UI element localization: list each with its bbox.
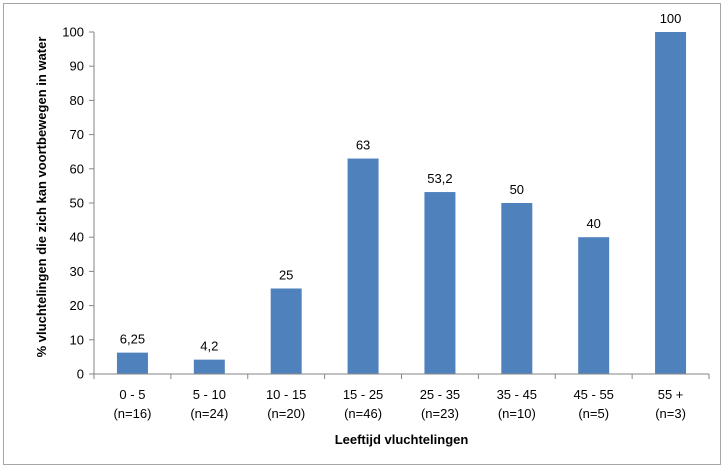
bar (501, 203, 533, 374)
x-tick-sublabel: (n=16) (113, 406, 151, 421)
x-tick-label: 25 - 35 (420, 387, 460, 402)
bar (116, 352, 148, 374)
x-tick-label: 55 + (658, 387, 684, 402)
x-tick-label: 35 - 45 (497, 387, 537, 402)
axes (89, 31, 710, 379)
y-tick-label: 0 (77, 367, 84, 382)
data-label: 40 (586, 216, 600, 231)
x-tick-label: 15 - 25 (343, 387, 383, 402)
y-tick-label: 100 (62, 25, 84, 40)
bar (424, 192, 456, 374)
bar (347, 158, 379, 374)
x-axis-ticks: 0 - 5 (n=16) 5 - 10 (n=24) 10 - 15 (n=20) 15 -… (113, 387, 685, 421)
y-tick-label: 50 (70, 196, 84, 211)
y-tick-label: 90 (70, 59, 84, 74)
y-tick-label: 20 (70, 298, 84, 313)
y-tick-label: 30 (70, 264, 84, 279)
x-tick-sublabel: (n=24) (190, 406, 228, 421)
data-label: 63 (356, 138, 370, 153)
x-tick-label: 10 - 15 (266, 387, 306, 402)
bars (116, 32, 687, 374)
data-label: 100 (660, 11, 682, 26)
y-tick-label: 60 (70, 161, 84, 176)
x-tick-sublabel: (n=46) (344, 406, 382, 421)
bar (655, 32, 687, 374)
x-tick-label: 45 - 55 (573, 387, 613, 402)
data-label: 50 (510, 182, 524, 197)
y-axis-title: % vluchtelingen die zich kan voortbewege… (34, 37, 49, 358)
y-tick-label: 70 (70, 127, 84, 142)
data-label: 25 (279, 268, 293, 283)
y-tick-label: 40 (70, 230, 84, 245)
bar (578, 237, 610, 374)
y-tick-label: 80 (70, 93, 84, 108)
bar (270, 288, 302, 374)
y-tick-label: 10 (70, 332, 84, 347)
bar (193, 359, 225, 374)
data-label: 53,2 (427, 171, 452, 186)
x-tick-sublabel: (n=5) (578, 406, 609, 421)
x-tick-sublabel: (n=10) (498, 406, 536, 421)
data-labels: 6,25 4,2 25 63 53,2 50 40 100 (120, 11, 682, 354)
data-label: 6,25 (120, 332, 145, 347)
x-tick-label: 0 - 5 (119, 387, 145, 402)
x-tick-sublabel: (n=23) (421, 406, 459, 421)
y-axis-ticks: 0 10 20 30 40 50 60 70 80 90 100 (62, 25, 84, 382)
x-tick-sublabel: (n=20) (267, 406, 305, 421)
data-label: 4,2 (200, 339, 218, 354)
x-tick-sublabel: (n=3) (655, 406, 686, 421)
x-axis-title: Leeftijd vluchtelingen (335, 432, 469, 447)
x-tick-label: 5 - 10 (193, 387, 226, 402)
